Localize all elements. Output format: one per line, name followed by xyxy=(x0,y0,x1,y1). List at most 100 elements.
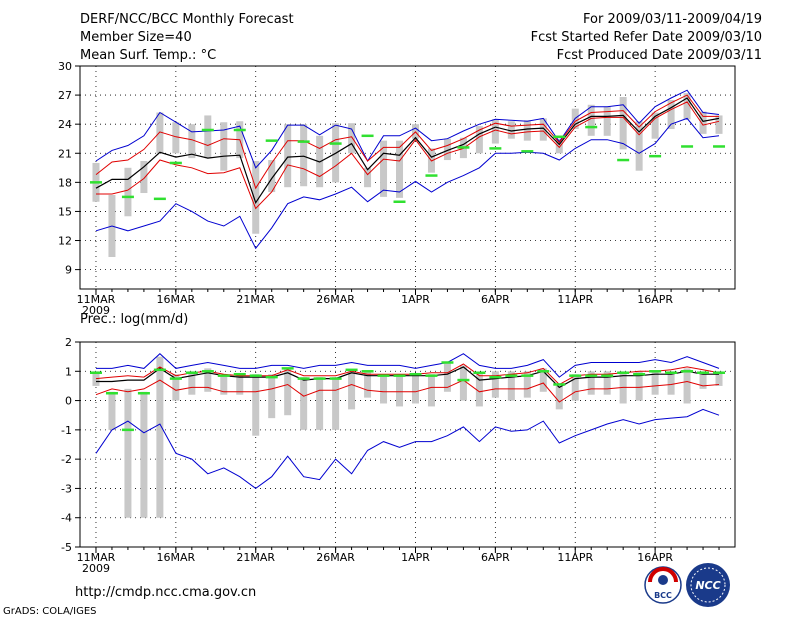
prec-xtick-label: 26MAR xyxy=(316,551,355,564)
prec-member-bar xyxy=(427,374,435,407)
prec-member-bar xyxy=(523,371,531,398)
temp-member-bar xyxy=(507,121,515,139)
prec-member-bar xyxy=(268,374,276,419)
prec-member-bar xyxy=(683,368,691,404)
prec-xtick-label: 21MAR xyxy=(236,551,275,564)
bcc-logo: BCC xyxy=(644,566,682,604)
fcst-started-date: Fcst Started Refer Date 2009/03/10 xyxy=(531,30,762,45)
prec-series-lower xyxy=(95,379,720,403)
temp-xtick-label: 11MAR xyxy=(77,293,116,306)
temp-member-bar xyxy=(443,138,451,161)
prec-member-bar xyxy=(491,371,499,398)
prec-member-bar xyxy=(124,388,132,518)
prec-series-max xyxy=(96,353,720,378)
prec-member-bar xyxy=(316,377,324,430)
prec-member-bar xyxy=(603,371,611,395)
temp-member-bar xyxy=(348,123,356,154)
temp-member-bar xyxy=(300,124,308,187)
prec-series-min xyxy=(95,408,720,490)
prec-member-bar xyxy=(396,374,404,407)
temp-ytick-label: 21 xyxy=(58,147,72,160)
temp-member-bar xyxy=(172,122,180,154)
prec-member-bar xyxy=(284,368,292,416)
prec-xtick-label: 11MAR xyxy=(77,551,116,564)
prec-member-bar xyxy=(108,391,116,430)
temp-ytick-label: 18 xyxy=(58,176,72,189)
prec-xtick-label: 16APR xyxy=(637,551,673,564)
ncc-logo: NCC xyxy=(686,563,730,607)
temp-ytick-label: 24 xyxy=(58,118,72,131)
temp-series-min xyxy=(95,117,720,250)
forecast-range: For 2009/03/11-2009/04/19 xyxy=(583,12,762,27)
temp-member-bar xyxy=(635,121,643,171)
temp-member-bar xyxy=(380,140,388,197)
temp-member-bar xyxy=(651,112,659,139)
temp-series-mean xyxy=(95,97,720,205)
prec-member-bar xyxy=(475,374,483,407)
source-url[interactable]: http://cmdp.ncc.cma.gov.cn xyxy=(75,585,256,600)
prec-ytick-label: -2 xyxy=(61,453,72,466)
prec-ytick-label: -3 xyxy=(61,482,72,495)
temp-member-bar xyxy=(220,122,228,171)
prec-series-upper xyxy=(95,363,720,386)
prec-member-bar xyxy=(332,377,340,430)
temp-member-bar xyxy=(268,160,276,193)
temp-series-upper xyxy=(95,94,719,190)
prec-ytick-label: -5 xyxy=(61,541,72,554)
precip-panel-title: Prec.: log(mm/d) xyxy=(80,312,188,327)
temp-member-bar xyxy=(475,126,483,154)
grads-credit: GrADS: COLA/IGES xyxy=(3,606,97,617)
temp-member-bar xyxy=(603,106,611,136)
temp-member-bar xyxy=(124,167,132,217)
temp-xtick-label: 16APR xyxy=(637,293,673,306)
temp-member-bar xyxy=(555,138,563,154)
prec-member-bar xyxy=(188,371,196,395)
temp-member-bar xyxy=(188,124,196,159)
temp-xtick-label: 16MAR xyxy=(157,293,196,306)
temp-ytick-label: 9 xyxy=(65,264,72,277)
prec-member-bar xyxy=(587,371,595,395)
temp-series-max xyxy=(95,89,720,169)
ncc-logo-text: NCC xyxy=(695,579,720,592)
temp-member-bar xyxy=(396,140,404,198)
prec-member-bar xyxy=(380,374,388,404)
prec-member-bar xyxy=(236,374,244,395)
member-size: Member Size=40 xyxy=(80,30,192,45)
prec-ytick-label: 0 xyxy=(65,395,72,408)
temp-member-bar xyxy=(667,99,675,130)
fcst-produced-date: Fcst Produced Date 2009/03/11 xyxy=(557,48,762,63)
prec-member-bar xyxy=(555,385,563,410)
temp-frame xyxy=(79,65,736,290)
prec-member-bar xyxy=(252,374,260,436)
temp-member-bar xyxy=(683,93,691,120)
prec-member-bar xyxy=(92,371,100,386)
prec-member-bar xyxy=(411,374,419,404)
prec-year-label: 2009 xyxy=(82,562,110,575)
temp-member-bar xyxy=(364,167,372,188)
bcc-logo-text: BCC xyxy=(654,591,672,600)
temp-year-label: 2009 xyxy=(82,304,110,317)
prec-member-bar xyxy=(140,391,148,518)
prec-member-bar xyxy=(539,368,547,392)
temp-xtick-label: 11APR xyxy=(557,293,593,306)
temp-member-bar xyxy=(252,161,260,234)
chart-title: DERF/NCC/BCC Monthly Forecast xyxy=(80,12,294,27)
prec-member-bar xyxy=(667,371,675,395)
temp-member-bar xyxy=(491,119,499,144)
prec-member-bar xyxy=(715,371,723,386)
temp-ytick-label: 15 xyxy=(58,205,72,218)
temp-ytick-label: 30 xyxy=(58,60,72,73)
temp-xtick-label: 26MAR xyxy=(316,293,355,306)
prec-ytick-label: -1 xyxy=(61,424,72,437)
temperature-panel: 9 12 15 18 21 24 27 30 11MAR 16MAR 21MAR 26MAR 1APR 6… xyxy=(58,60,736,317)
prec-member-bar xyxy=(364,371,372,398)
prec-member-bar xyxy=(699,371,707,389)
prec-member-bar xyxy=(443,362,451,392)
prec-member-bar xyxy=(651,371,659,395)
temp-xtick-label: 21MAR xyxy=(236,293,275,306)
prec-xtick-label: 16MAR xyxy=(157,551,196,564)
temp-member-bar xyxy=(715,115,723,134)
prec-frame xyxy=(79,341,736,548)
temp-member-bar xyxy=(284,124,292,188)
prec-member-bar xyxy=(348,371,356,410)
